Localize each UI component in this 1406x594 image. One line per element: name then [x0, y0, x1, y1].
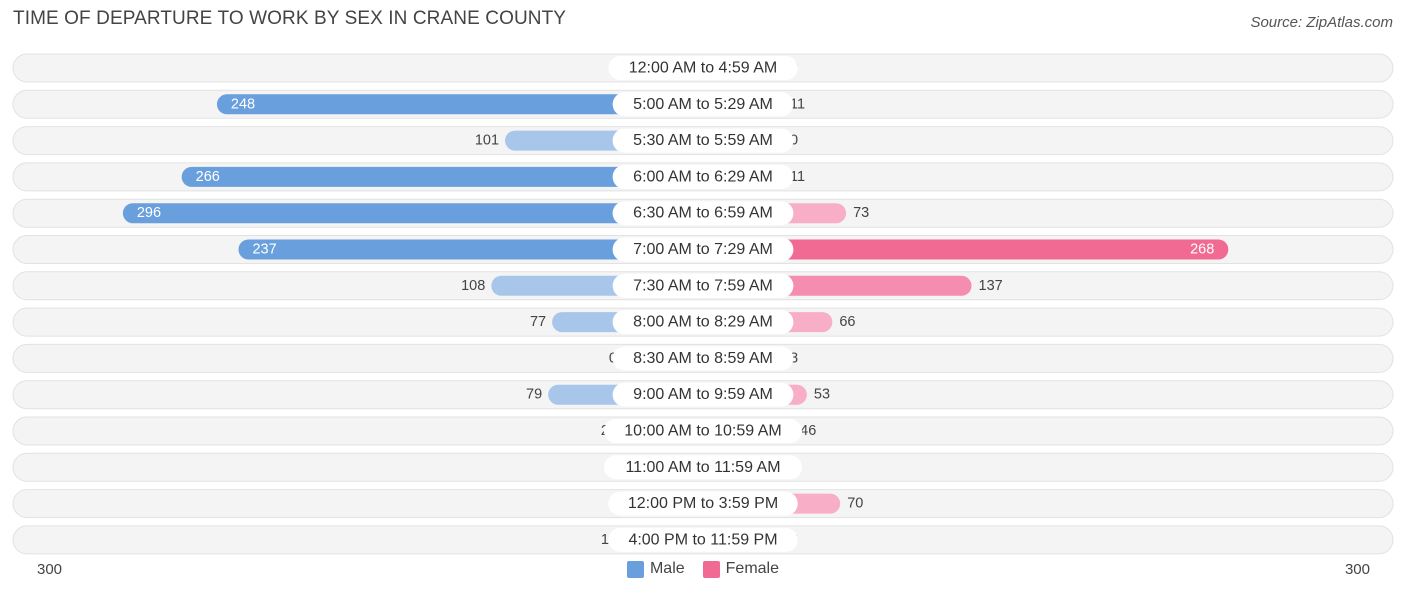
source-label: Source: ZipAtlas.com: [1250, 14, 1393, 31]
category-pill: [608, 56, 798, 80]
legend-label-female: Female: [725, 560, 780, 577]
category-label: 8:00 AM to 8:29 AM: [633, 314, 773, 331]
value-label-male: 108: [461, 278, 485, 294]
category-label: 7:30 AM to 7:59 AM: [633, 277, 773, 294]
value-label-female: 11: [790, 169, 805, 185]
category-label: 5:00 AM to 5:29 AM: [633, 96, 773, 113]
value-label-female: 11: [790, 96, 805, 112]
category-label: 9:00 AM to 9:59 AM: [633, 386, 773, 403]
value-label-female: 46: [800, 423, 816, 439]
value-label-female: 66: [839, 314, 855, 330]
category-pill: [612, 382, 794, 407]
category-pill: [612, 128, 794, 153]
value-label-male: 77: [530, 314, 546, 330]
category-pill: [612, 310, 794, 335]
chart-title: TIME OF DEPARTURE TO WORK BY SEX IN CRAN…: [13, 8, 567, 29]
category-label: 6:00 AM to 6:29 AM: [633, 168, 773, 185]
category-pill: [612, 201, 794, 226]
value-label-male: 237: [252, 242, 276, 258]
bar-female: [703, 239, 1229, 260]
bar-male: [181, 166, 703, 187]
value-label-male: 101: [475, 133, 499, 149]
category-label: 10:00 AM to 10:59 AM: [624, 423, 781, 440]
category-pill: [608, 527, 798, 552]
value-label-female: 53: [814, 387, 830, 403]
category-label: 11:00 AM to 11:59 AM: [625, 459, 780, 476]
value-label-female: 0: [790, 133, 798, 149]
category-label: 12:00 PM to 3:59 PM: [628, 495, 778, 512]
value-label-female: 73: [853, 205, 869, 221]
value-label-female: 70: [847, 496, 863, 512]
category-label: 8:30 AM to 8:59 AM: [633, 350, 773, 367]
category-label: 12:00 AM to 4:59 AM: [629, 60, 778, 77]
category-pill: [604, 419, 802, 443]
legend-swatch-male: [626, 560, 644, 578]
category-pill: [612, 346, 794, 371]
axis-right-label: 300: [1344, 561, 1370, 578]
value-label-female: 137: [979, 278, 1003, 294]
value-label-male: 266: [196, 169, 220, 185]
category-pill: [612, 273, 794, 298]
legend-item-female: Female: [702, 560, 780, 578]
value-label-male: 79: [526, 387, 542, 403]
category-pill: [608, 491, 798, 516]
value-label-female: 268: [1190, 242, 1214, 258]
value-label-female: 8: [790, 350, 798, 366]
value-label-male: 296: [137, 205, 161, 221]
category-pill: [612, 237, 794, 262]
category-label: 7:00 AM to 7:29 AM: [633, 241, 773, 258]
bar-male: [216, 94, 704, 115]
legend-item-male: Male: [626, 560, 685, 578]
bar-male: [122, 203, 704, 224]
legend-swatch-female: [702, 560, 720, 578]
axis-left-label: 300: [37, 561, 63, 578]
bar-male: [238, 239, 704, 260]
category-label: 4:00 PM to 11:59 PM: [628, 531, 777, 548]
category-pill: [612, 92, 794, 117]
legend: Male Female: [0, 560, 1406, 578]
category-pill: [612, 164, 794, 189]
value-label-male: 248: [231, 96, 255, 112]
category-pill: [604, 455, 802, 480]
category-label: 6:30 AM to 6:59 AM: [633, 205, 773, 222]
category-label: 5:30 AM to 5:59 AM: [633, 132, 773, 149]
legend-label-male: Male: [649, 560, 685, 577]
